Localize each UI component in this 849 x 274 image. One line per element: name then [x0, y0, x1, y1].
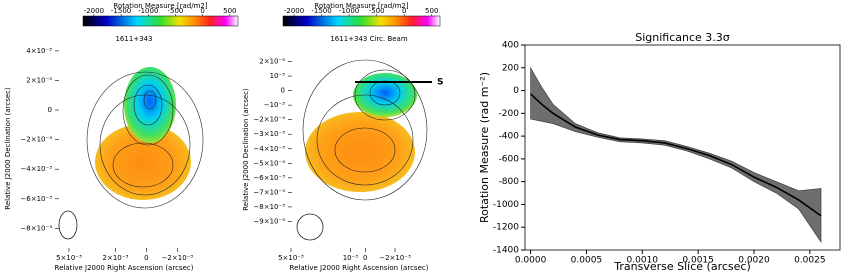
x-tick-label: 2×10⁻³	[103, 254, 129, 262]
y-tick-label: 10⁻³	[270, 72, 286, 80]
map-image	[58, 59, 432, 241]
slice-label: S	[437, 78, 443, 88]
colorbar-tick-label: 500	[223, 7, 236, 15]
y-tick-label: 0	[513, 86, 519, 96]
y-tick-label: 4×10⁻³	[26, 47, 52, 55]
line	[530, 93, 822, 217]
colorbar-tick-label: 0	[200, 7, 204, 15]
y-tick-label: 2×10⁻³	[259, 58, 285, 66]
y-tick-label: −4×10⁻³	[20, 165, 52, 173]
y-tick-label: −4×10⁻³	[253, 145, 285, 153]
colorbar	[82, 15, 239, 27]
x-tick-label: −2×10⁻³	[379, 254, 411, 262]
chart-title: Significance 3.3σ	[635, 31, 730, 44]
y-axis-label: Rotation Measure (rad m⁻²)	[478, 72, 491, 223]
x-tick-label: 5×10⁻³	[278, 254, 304, 262]
x-axis-label: Relative J2000 Right Ascension (arcsec)	[290, 264, 429, 272]
y-tick-label: −9×10⁻³	[253, 217, 285, 225]
confidence-band	[530, 66, 822, 244]
y-axis-label: Relative J2000 Declination (arcsec)	[4, 87, 12, 210]
colorbar-label: Rotation Measure [rad/m2]	[113, 2, 207, 10]
y-tick-label: 200	[502, 63, 519, 73]
y-tick-label: −6×10⁻³	[20, 195, 52, 203]
y-tick-label: 0	[281, 87, 285, 95]
colorbar	[282, 15, 441, 27]
y-tick-label: −6×10⁻³	[253, 174, 285, 182]
x-tick-label: 0.0010	[627, 256, 659, 266]
colorbar-tick-label: -1500	[111, 7, 131, 15]
y-tick-label: −8×10⁻³	[20, 224, 52, 232]
y-tick-label: -1000	[493, 200, 519, 210]
y-tick-label: -800	[499, 177, 520, 187]
map-title: 1611+343 Circ. Beam	[330, 35, 408, 43]
x-tick-label: 0	[363, 254, 367, 262]
x-axis-label: Relative J2000 Right Ascension (arcsec)	[55, 264, 194, 272]
map-title: 1611+343	[115, 35, 152, 43]
x-tick-label: 10⁻³	[343, 254, 359, 262]
colorbar-tick-label: -1000	[339, 7, 359, 15]
y-tick-label: −2×10⁻³	[253, 116, 285, 124]
x-tick-label: 0.0025	[794, 256, 826, 266]
y-tick-label: −5×10⁻³	[253, 159, 285, 167]
x-tick-label: 0.0000	[515, 256, 547, 266]
y-tick-label: 0	[48, 106, 52, 114]
x-tick-label: 5×10⁻³	[56, 254, 82, 262]
x-tick-label: 0.0005	[571, 256, 603, 266]
colorbar-tick-label: -2000	[284, 7, 304, 15]
y-tick-label: −8×10⁻³	[253, 203, 285, 211]
y-axis-label: Relative J2000 Declination (arcsec)	[242, 88, 250, 211]
x-tick-label: −2×10⁻³	[162, 254, 194, 262]
x-tick-label: 0	[144, 254, 148, 262]
colorbar-tick-label: 500	[425, 7, 438, 15]
y-tick-label: −3×10⁻³	[253, 130, 285, 138]
y-tick-label: -1400	[493, 246, 519, 256]
colorbar-tick-label: 0	[402, 7, 406, 15]
y-tick-label: -600	[499, 154, 520, 164]
y-tick-label: -200	[499, 109, 520, 119]
y-tick-label: -400	[499, 132, 520, 142]
x-tick-label: 0.0020	[738, 256, 770, 266]
plot-frame	[524, 44, 841, 251]
colorbar-tick-label: -500	[168, 7, 184, 15]
y-tick-label: 400	[502, 41, 519, 51]
y-tick-label: −7×10⁻³	[253, 188, 285, 196]
y-tick-label: 2×10⁻³	[26, 76, 52, 84]
y-tick-label: −10⁻³	[264, 101, 285, 109]
y-tick-label: −2×10⁻³	[20, 136, 52, 144]
colorbar-tick-label: -500	[369, 7, 385, 15]
colorbar-tick-label: -1500	[311, 7, 331, 15]
x-tick-label: 0.0015	[682, 256, 714, 266]
colorbar-tick-label: -1000	[138, 7, 158, 15]
y-tick-label: -1200	[493, 223, 519, 233]
x-axis-label: Transverse Slice (arcsec)	[613, 260, 750, 273]
colorbar-tick-label: -2000	[84, 7, 104, 15]
colorbar-label: Rotation Measure [rad/m2]	[314, 2, 408, 10]
